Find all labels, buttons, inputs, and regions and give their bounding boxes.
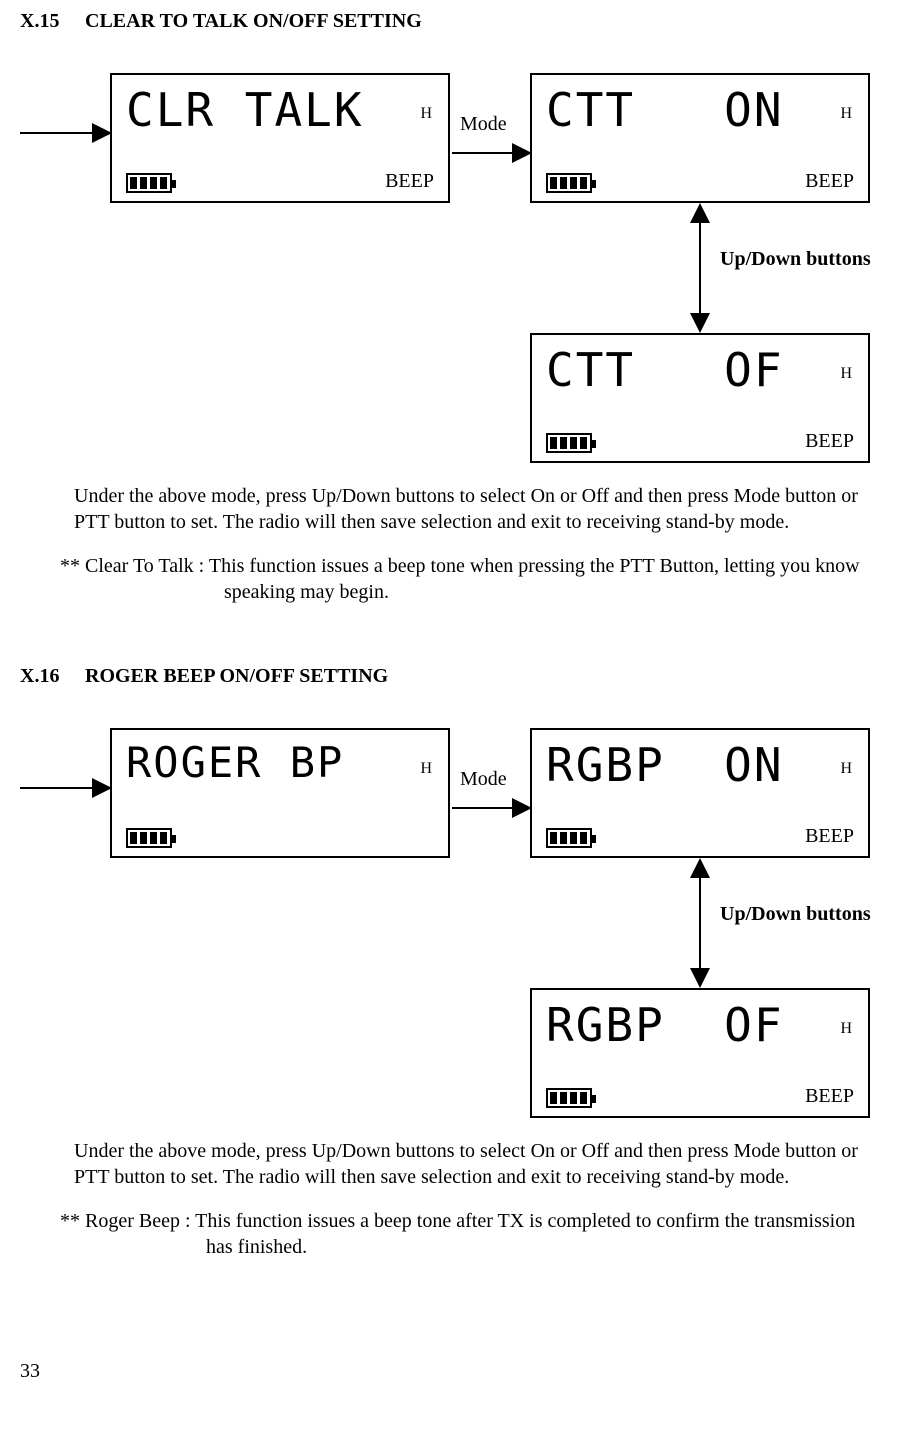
lcd-h-indicator: H [420, 105, 432, 123]
lcd-ctt-on: CTT ON H BEEP [530, 73, 870, 203]
updown-label: Up/Down buttons [720, 248, 871, 271]
section-title: ROGER BEEP ON/OFF SETTING [85, 665, 388, 687]
lcd-h-indicator: H [840, 1020, 852, 1038]
lcd-h-indicator: H [840, 365, 852, 383]
beep-label: BEEP [805, 1085, 854, 1108]
mode-label: Mode [460, 768, 507, 791]
lcd-text: CLR TALK [126, 87, 434, 133]
note-cont: speaking may begin. [78, 579, 879, 605]
section-heading: X.15 CLEAR TO TALK ON/OFF SETTING [20, 10, 879, 33]
note-text: ** Clear To Talk : This function issues … [60, 553, 879, 605]
lcd-text: RGBP ON [546, 742, 854, 788]
lcd-rgbp-on: RGBP ON H BEEP [530, 728, 870, 858]
section-number: X.15 [20, 10, 80, 33]
diagram-clear-to-talk: CLR TALK H BEEP Mode CTT ON H BEEP Up/Do… [20, 73, 879, 463]
lcd-h-indicator: H [420, 760, 432, 778]
note-cont: has finished. [78, 1234, 879, 1260]
lcd-clr-talk: CLR TALK H BEEP [110, 73, 450, 203]
lcd-rgbp-off: RGBP OF H BEEP [530, 988, 870, 1118]
instruction-text: Under the above mode, press Up/Down butt… [74, 1138, 879, 1190]
section-title: CLEAR TO TALK ON/OFF SETTING [85, 10, 422, 32]
diagram-roger-beep: ROGER BP H Mode RGBP ON H BEEP Up/Down b… [20, 728, 879, 1118]
section-number: X.16 [20, 665, 80, 688]
note-text: ** Roger Beep : This function issues a b… [60, 1208, 879, 1260]
lcd-text: RGBP OF [546, 1002, 854, 1048]
lcd-h-indicator: H [840, 105, 852, 123]
lcd-text: ROGER BP [126, 742, 434, 784]
battery-icon [126, 173, 172, 193]
battery-icon [546, 433, 592, 453]
lcd-text: CTT ON [546, 87, 854, 133]
note-lead: ** Clear To Talk : This function issues … [60, 555, 860, 577]
battery-icon [546, 173, 592, 193]
instruction-text: Under the above mode, press Up/Down butt… [74, 483, 879, 535]
lcd-h-indicator: H [840, 760, 852, 778]
updown-label: Up/Down buttons [720, 903, 871, 926]
battery-icon [126, 828, 172, 848]
lcd-text: CTT OF [546, 347, 854, 393]
battery-icon [546, 828, 592, 848]
beep-label: BEEP [805, 170, 854, 193]
battery-icon [546, 1088, 592, 1108]
beep-label: BEEP [805, 430, 854, 453]
mode-label: Mode [460, 113, 507, 136]
lcd-ctt-off: CTT OF H BEEP [530, 333, 870, 463]
lcd-roger-bp: ROGER BP H [110, 728, 450, 858]
note-lead: ** Roger Beep : This function issues a b… [60, 1210, 855, 1232]
beep-label: BEEP [385, 170, 434, 193]
beep-label: BEEP [805, 825, 854, 848]
section-heading: X.16 ROGER BEEP ON/OFF SETTING [20, 665, 879, 688]
page-number: 33 [20, 1360, 879, 1383]
